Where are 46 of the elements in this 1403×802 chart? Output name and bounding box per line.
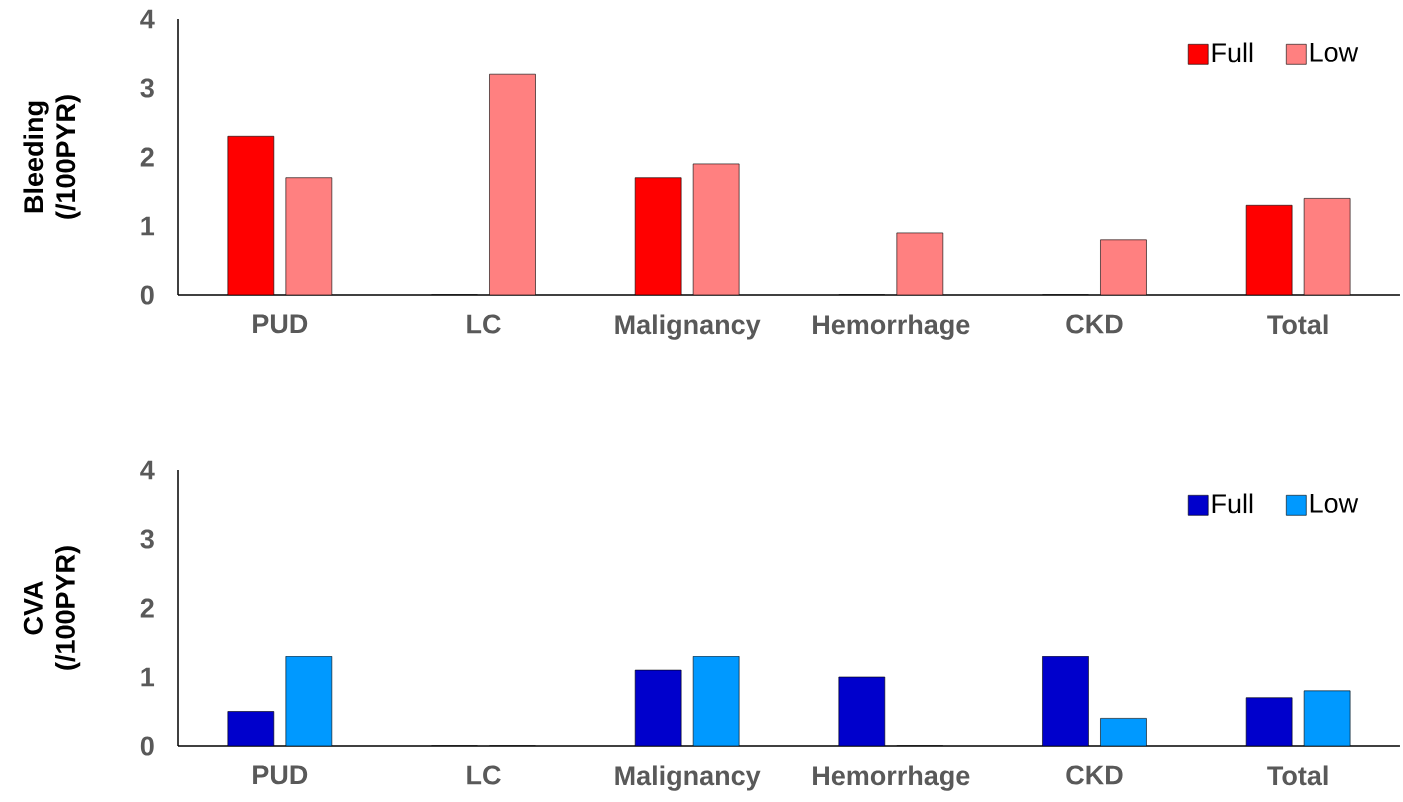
bar (1245, 204, 1293, 295)
bar (1100, 718, 1147, 746)
y-tick-label: 2 (140, 147, 154, 167)
bar (634, 669, 682, 746)
x-tick-label: Hemorrhage (813, 765, 970, 791)
bar (692, 656, 740, 746)
bar (1245, 697, 1293, 746)
x-tick-label: Hemorrhage (813, 314, 970, 340)
bar (1303, 198, 1351, 295)
x-tick-label: LC (467, 314, 501, 334)
y-tick-label: 3 (140, 529, 154, 549)
bar (227, 135, 275, 295)
bar (1100, 239, 1147, 295)
y-axis-title: Bleeding (/100PYR) (23, 95, 81, 219)
x-tick-label: Malignancy (615, 314, 761, 340)
bar (1303, 690, 1351, 746)
bar (1042, 656, 1089, 746)
y-tick-label: 0 (140, 736, 154, 756)
x-tick-label: PUD (253, 314, 308, 334)
bar (489, 73, 536, 295)
bar (692, 163, 740, 295)
legend-label: Low (1310, 494, 1359, 513)
y-tick-label: 4 (140, 9, 155, 29)
bar (896, 232, 944, 295)
legend-label: Full (1212, 493, 1253, 514)
x-tick-label: Total (1267, 314, 1328, 335)
x-tick-label: CKD (1066, 314, 1123, 334)
x-tick-label: Total (1267, 765, 1328, 786)
legend-label: Full (1212, 42, 1253, 63)
bar (285, 177, 333, 295)
y-tick-label: 1 (141, 216, 155, 236)
legend-label: Low (1310, 42, 1359, 62)
y-tick-label: 3 (140, 78, 154, 98)
bar (285, 656, 333, 746)
y-tick-label: 0 (140, 285, 154, 305)
bar (227, 711, 275, 746)
y-tick-label: 1 (141, 667, 155, 687)
x-tick-label: PUD (253, 765, 308, 785)
x-tick-label: Malignancy (615, 765, 761, 791)
y-tick-label: 4 (140, 460, 155, 480)
x-tick-label: LC (467, 765, 501, 785)
bar (634, 177, 682, 295)
x-tick-label: CKD (1066, 765, 1123, 785)
y-tick-label: 2 (140, 598, 154, 618)
bar (838, 676, 886, 746)
y-axis-title: CVA (/100PYR) (23, 546, 81, 670)
